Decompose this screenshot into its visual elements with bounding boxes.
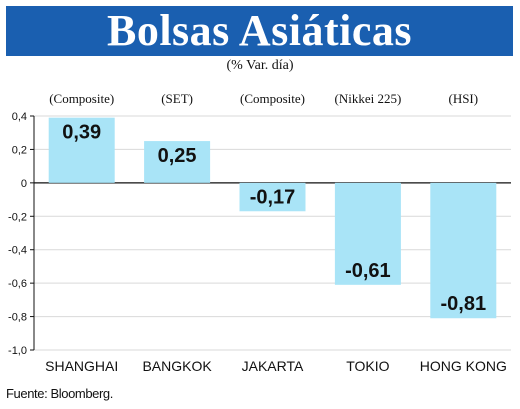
bar (430, 182, 497, 319)
bar (334, 182, 401, 285)
bar (48, 117, 115, 183)
x-category-label: HONG KONG (420, 358, 507, 374)
y-tick-label: 0,2 (12, 144, 27, 156)
title-banner: Bolsas Asiáticas (6, 6, 513, 56)
index-name-label: (HSI) (448, 91, 478, 106)
y-tick-label: -1,0 (8, 345, 27, 357)
data-label: -0,17 (250, 186, 296, 208)
y-tick-label: -0,8 (8, 312, 27, 324)
bar (144, 141, 211, 183)
data-label: 0,39 (62, 122, 101, 144)
chart-subtitle: (% Var. día) (226, 58, 294, 73)
y-tick-label: -0,2 (8, 211, 27, 223)
index-name-label: (SET) (161, 91, 193, 106)
bar (239, 182, 306, 212)
data-label: -0,81 (441, 293, 487, 315)
data-label: 0,25 (158, 145, 197, 167)
x-category-label: BANGKOK (142, 358, 212, 374)
x-category-label: JAKARTA (242, 358, 304, 374)
y-tick-label: -0,4 (8, 245, 27, 257)
y-tick-label: 0,4 (12, 111, 27, 123)
y-tick-label: 0 (21, 178, 27, 190)
data-label: -0,61 (345, 260, 391, 282)
x-category-label: SHANGHAI (45, 358, 118, 374)
x-category-label: TOKIO (346, 358, 389, 374)
source-note: Fuente: Bloomberg. (6, 386, 113, 401)
chart-title: Bolsas Asiáticas (106, 6, 413, 55)
index-name-label: (Nikkei 225) (335, 91, 402, 106)
y-tick-label: -0,6 (8, 278, 27, 290)
index-name-label: (Composite) (49, 91, 114, 106)
index-name-label: (Composite) (240, 91, 305, 106)
